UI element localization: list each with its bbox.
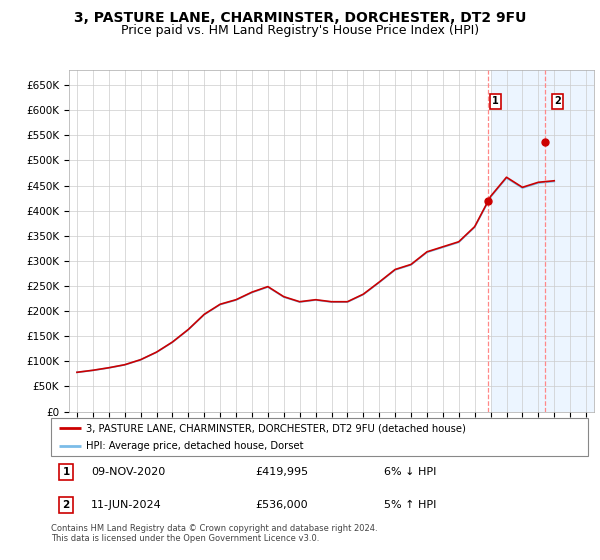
Text: HPI: Average price, detached house, Dorset: HPI: Average price, detached house, Dors…: [86, 441, 304, 451]
Text: 09-NOV-2020: 09-NOV-2020: [91, 467, 166, 477]
Bar: [491, 70, 594, 412]
Text: 6% ↓ HPI: 6% ↓ HPI: [384, 467, 436, 477]
Text: 11-JUN-2024: 11-JUN-2024: [91, 500, 162, 510]
Text: 2: 2: [62, 500, 70, 510]
Text: Price paid vs. HM Land Registry's House Price Index (HPI): Price paid vs. HM Land Registry's House …: [121, 24, 479, 36]
Text: 2: 2: [554, 96, 561, 106]
FancyBboxPatch shape: [51, 418, 588, 456]
Text: Contains HM Land Registry data © Crown copyright and database right 2024.
This d: Contains HM Land Registry data © Crown c…: [51, 524, 377, 543]
Text: £419,995: £419,995: [255, 467, 308, 477]
Text: 3, PASTURE LANE, CHARMINSTER, DORCHESTER, DT2 9FU (detached house): 3, PASTURE LANE, CHARMINSTER, DORCHESTER…: [86, 423, 466, 433]
Text: £536,000: £536,000: [255, 500, 308, 510]
Text: 3, PASTURE LANE, CHARMINSTER, DORCHESTER, DT2 9FU: 3, PASTURE LANE, CHARMINSTER, DORCHESTER…: [74, 11, 526, 25]
Text: 1: 1: [492, 96, 499, 106]
Text: 5% ↑ HPI: 5% ↑ HPI: [384, 500, 436, 510]
Text: 1: 1: [62, 467, 70, 477]
